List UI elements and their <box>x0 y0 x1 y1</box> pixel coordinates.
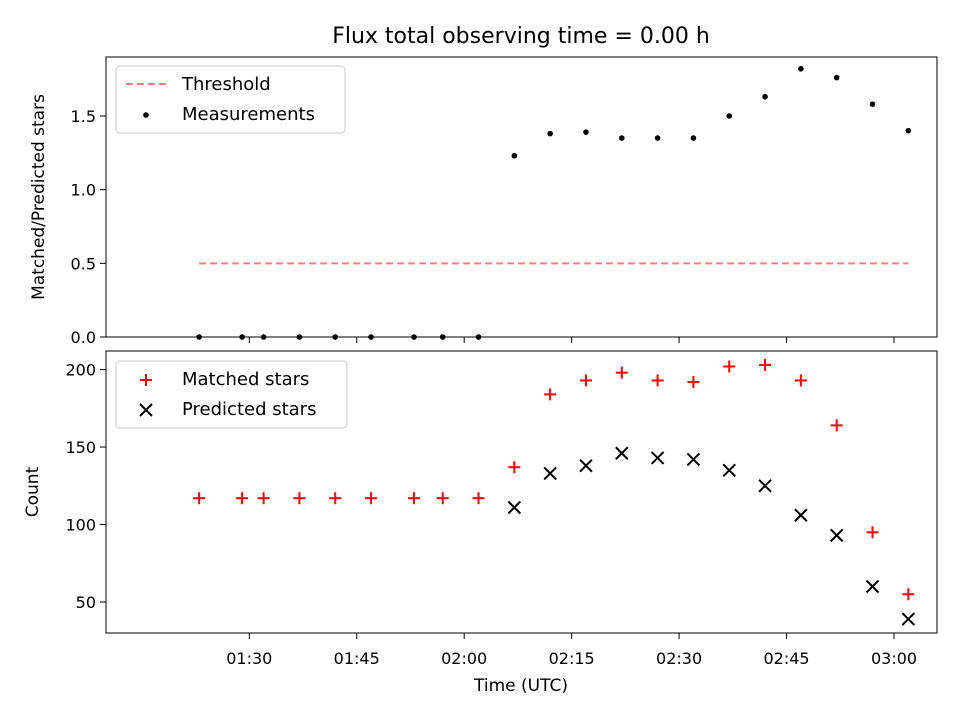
measurement-point <box>869 101 876 107</box>
measurement-point <box>547 130 553 137</box>
predicted-star-cross-b <box>650 451 665 465</box>
matched-star-point <box>794 374 807 387</box>
top-legend-frame <box>115 65 346 134</box>
predicted-star-point <box>615 446 629 460</box>
matched-star-point <box>408 492 421 505</box>
predicted-star-cross-b <box>829 528 844 543</box>
predicted-star-cross-b <box>579 458 593 473</box>
matched-star-point <box>472 492 485 505</box>
x-tick-label-02-15: 02:15 <box>549 649 595 668</box>
bottom-y-tick-label: 50 <box>76 593 96 612</box>
measurement-point <box>905 127 912 134</box>
measurements-legend-label: Measurements <box>182 104 315 125</box>
predicted-star-point <box>865 579 880 594</box>
matched-star-point <box>257 492 270 505</box>
matched-star-point <box>902 588 915 601</box>
top-y-tick-label: 0.5 <box>71 254 96 273</box>
x-tick-label-01-30: 01:30 <box>226 649 272 668</box>
measurement-point <box>833 74 840 81</box>
x-tick-label-02-45: 02:45 <box>764 649 810 668</box>
predicted-star-point <box>722 463 736 478</box>
bottom-legend-frame <box>115 360 348 429</box>
matched-star-point <box>193 492 206 505</box>
top-chart-title: Flux total observing time = 0.00 h <box>332 24 710 49</box>
matched-stars-legend-marker <box>140 374 152 386</box>
measurement-point <box>583 129 589 135</box>
bottom-plot-frame <box>105 350 938 634</box>
matched-star-point <box>236 492 249 505</box>
measurement-point <box>511 152 518 159</box>
predicted-star-cross-b <box>543 466 557 481</box>
x-tick-label-02-00: 02:00 <box>441 649 487 668</box>
top-y-tick-label: 0.0 <box>71 328 96 347</box>
top-y-axis-label: Matched/Predicted stars <box>29 94 49 300</box>
top-axis-ticks: 0.0 0.5 1.0 1.5 <box>71 107 895 347</box>
predicted-stars-legend-marker <box>139 403 153 417</box>
top-plot-frame <box>105 56 938 338</box>
measurement-point <box>798 65 804 72</box>
bottom-y-tick-label: 100 <box>65 516 96 535</box>
matched-star-point <box>293 492 306 505</box>
bottom-y-tick-label: 200 <box>65 361 96 380</box>
predicted-star-cross-b <box>758 479 772 493</box>
predicted-star-point <box>829 528 844 543</box>
matched-star-point <box>723 360 736 373</box>
matched-star-point <box>544 388 557 401</box>
matched-star-point <box>866 526 879 539</box>
matched-star-point <box>508 461 521 474</box>
predicted-legend-cross-b <box>139 403 153 417</box>
predicted-star-point <box>507 500 522 515</box>
predicted-star-point <box>686 452 701 467</box>
measurement-point <box>654 135 661 141</box>
measurements-legend-marker <box>143 112 149 118</box>
top-y-tick-label: 1.0 <box>71 181 96 200</box>
predicted-star-point <box>794 508 808 522</box>
bottom-axis-ticks: 50 100 150 200 01:30 01:45 02:00 02:15 02:30 02:4… <box>65 361 917 668</box>
bottom-y-axis-label: Count <box>23 466 43 517</box>
predicted-star-point <box>579 458 593 473</box>
threshold-legend-label: Threshold <box>181 74 271 95</box>
matched-star-point <box>615 366 628 379</box>
matched-star-point <box>436 492 449 505</box>
matched-star-point <box>687 375 700 388</box>
measurement-point <box>726 113 733 119</box>
top-legend: Threshold Measurements <box>115 65 346 134</box>
predicted-star-cross-b <box>901 612 916 626</box>
x-tick-label-01-45: 01:45 <box>334 649 380 668</box>
bottom-plot-content <box>193 358 916 626</box>
bottom-legend: Matched stars Predicted stars <box>115 360 348 429</box>
matched-star-point <box>579 374 592 387</box>
bottom-x-axis-label: Time (UTC) <box>473 676 568 696</box>
matched-star-point <box>329 492 342 505</box>
predicted-star-cross-b <box>865 579 880 594</box>
matched-star-point <box>651 374 664 387</box>
predicted-star-point <box>901 612 916 626</box>
predicted-star-cross-b <box>794 508 808 522</box>
predicted-star-cross-b <box>722 463 736 478</box>
measurement-point <box>618 135 625 141</box>
predicted-star-cross-b <box>686 452 701 467</box>
predicted-star-point <box>543 466 557 481</box>
x-tick-label-03-00: 03:00 <box>871 649 917 668</box>
x-tick-label-02-30: 02:30 <box>656 649 702 668</box>
predicted-stars-legend-label: Predicted stars <box>182 399 316 420</box>
matched-stars-legend-label: Matched stars <box>182 369 309 390</box>
matched-star-point <box>830 419 843 432</box>
measurement-point <box>762 93 768 100</box>
predicted-star-cross-b <box>507 500 522 515</box>
top-y-tick-label: 1.5 <box>71 107 96 126</box>
predicted-star-cross-b <box>615 446 629 460</box>
measurement-point <box>690 135 697 141</box>
matched-star-point <box>759 358 772 371</box>
predicted-star-point <box>650 451 665 465</box>
matched-star-point <box>365 492 378 505</box>
bottom-y-tick-label: 150 <box>65 438 96 457</box>
predicted-star-point <box>758 479 772 493</box>
